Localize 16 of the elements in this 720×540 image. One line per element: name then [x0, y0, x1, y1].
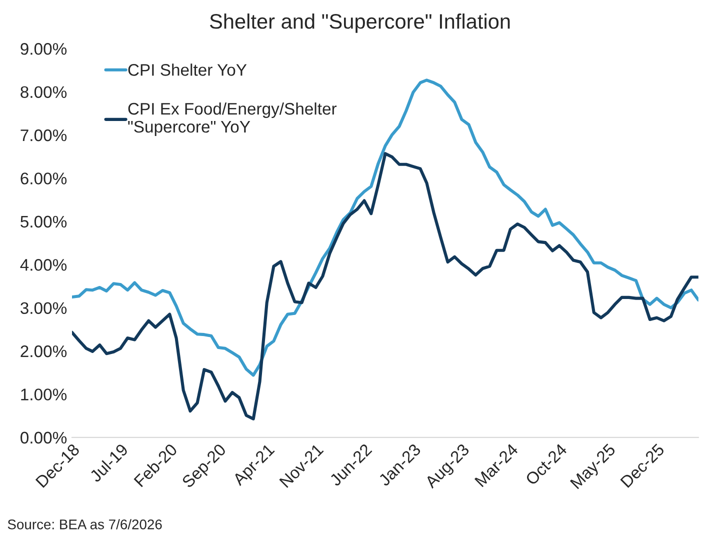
- line-series: [72, 78, 698, 377]
- y-tick-label: 3.00%: [20, 302, 67, 314]
- y-tick-label: 8.00%: [20, 86, 67, 98]
- y-tick-label: 1.00%: [21, 388, 67, 400]
- y-tick-label: 7.00%: [20, 129, 67, 142]
- y-tick-label: 9.00%: [20, 43, 67, 55]
- chart-title: Shelter and "Supercore" Inflation: [210, 14, 510, 33]
- y-tick-label: 2.00%: [20, 345, 67, 358]
- y-tick-label: 5.00%: [20, 216, 67, 228]
- y-tick-label: 0.00%: [20, 432, 67, 444]
- source-note: Source: BEA as 7/6/2026: [8, 519, 162, 530]
- legend-label: CPI Ex Food/Energy/Shelter "Supercore" YoY: [128, 102, 337, 136]
- y-tick-label: 4.00%: [20, 259, 67, 271]
- line-series: [72, 152, 698, 420]
- legend-label: CPI Shelter YoY: [128, 64, 247, 76]
- y-tick-label: 6.00%: [20, 172, 67, 184]
